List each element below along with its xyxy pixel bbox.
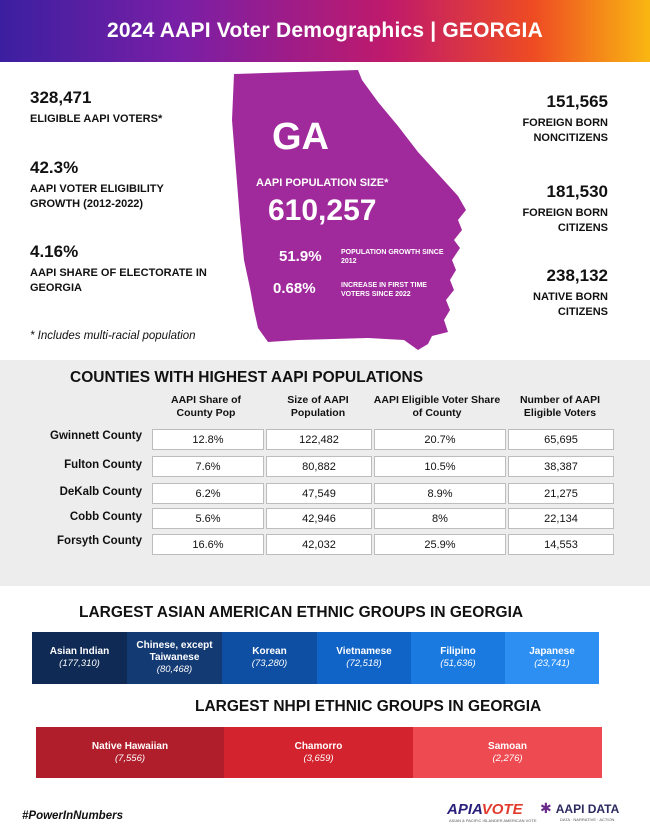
table-cell: 5.6%	[152, 508, 264, 529]
table-cell: 7.6%	[152, 456, 264, 477]
stat-value: 328,471	[30, 88, 92, 107]
stat-value: 238,132	[546, 266, 608, 285]
stat-foreign-born-noncitizens: 151,565 FOREIGN BORN NONCITIZENS	[498, 92, 608, 146]
group-value: (7,556)	[114, 752, 146, 764]
asian-groups-title: LARGEST ASIAN AMERICAN ETHNIC GROUPS IN …	[79, 604, 524, 621]
table-cell: 42,946	[266, 508, 372, 529]
stat-eligible-voters: 328,471 ELIGIBLE AAPI VOTERS*	[30, 88, 220, 127]
county-name: Fulton County	[64, 459, 142, 471]
column-header: AAPI Eligible Voter Share of County	[373, 394, 501, 419]
growth-value: 51.9%	[279, 248, 322, 265]
group-value: (72,518)	[346, 658, 382, 669]
county-name: Cobb County	[69, 511, 142, 523]
column-header: Size of AAPI Population	[287, 394, 349, 419]
stat-label: ELIGIBLE AAPI VOTERS*	[30, 113, 163, 125]
stat-label: AAPI VOTER ELIGIBILITY GROWTH (2012-2022…	[30, 183, 164, 210]
group-value: (23,741)	[534, 658, 570, 669]
apiavote-tagline: ASIAN & PACIFIC ISLANDER AMERICAN VOTE	[449, 818, 537, 823]
ethnic-group-bar: Korean (73,280)	[222, 632, 317, 684]
stat-value: 151,565	[546, 92, 608, 111]
table-cell: 122,482	[266, 429, 372, 450]
table-cell: 16.6%	[152, 534, 264, 555]
population-value: 610,257	[268, 194, 377, 227]
group-name: Vietnamese	[336, 646, 392, 657]
nhpi-groups-title: LARGEST NHPI ETHNIC GROUPS IN GEORGIA	[195, 698, 542, 715]
georgia-map-shape	[232, 70, 466, 350]
group-value: (3,659)	[303, 752, 334, 764]
stat-label: FOREIGN BORN NONCITIZENS	[522, 117, 608, 144]
table-cell: 65,695	[508, 429, 614, 450]
nhpi-group-bar: Chamorro (3,659)	[224, 727, 413, 778]
table-cell: 42,032	[266, 534, 372, 555]
first-time-voters-value: 0.68%	[273, 280, 316, 297]
header-banner: 2024 AAPI Voter Demographics | GEORGIA	[0, 0, 650, 62]
table-cell: 8%	[374, 508, 506, 529]
table-cell: 6.2%	[152, 483, 264, 504]
group-name: Filipino	[440, 646, 476, 657]
table-cell: 38,387	[508, 456, 614, 477]
logo-text: APIA	[447, 801, 482, 818]
aapi-data-tagline: DATA · NARRATIVE · ACTION	[560, 817, 615, 822]
stat-value: 181,530	[546, 182, 608, 201]
ethnic-group-bar: Japanese (23,741)	[505, 632, 599, 684]
counties-title: COUNTIES WITH HIGHEST AAPI POPULATIONS	[70, 369, 424, 386]
stat-electorate-share: 4.16% AAPI SHARE OF ELECTORATE IN GEORGI…	[30, 242, 210, 296]
county-name: Gwinnett County	[50, 430, 142, 442]
table-cell: 20.7%	[374, 429, 506, 450]
column-header: Number of AAPI Eligible Voters	[519, 394, 601, 419]
group-name: Chamorro	[294, 740, 343, 752]
table-cell: 12.8%	[152, 429, 264, 450]
first-time-voters-label: INCREASE IN FIRST TIME VOTERS SINCE 2022	[341, 282, 427, 298]
county-name: Forsyth County	[57, 535, 142, 547]
table-cell: 14,553	[508, 534, 614, 555]
stat-foreign-born-citizens: 181,530 FOREIGN BORN CITIZENS	[498, 182, 608, 236]
group-value: (80,468)	[156, 664, 193, 675]
page-title: 2024 AAPI Voter Demographics | GEORGIA	[107, 19, 543, 42]
county-name: DeKalb County	[59, 486, 142, 498]
nhpi-group-bar: Samoan (2,276)	[413, 727, 602, 778]
stat-native-born-citizens: 238,132 NATIVE BORN CITIZENS	[498, 266, 608, 320]
stat-label: FOREIGN BORN CITIZENS	[522, 207, 608, 234]
stat-value: 42.3%	[30, 158, 79, 177]
population-label: AAPI POPULATION SIZE*	[256, 177, 389, 189]
ethnic-group-bar: Filipino (51,636)	[411, 632, 505, 684]
stat-label: NATIVE BORN CITIZENS	[533, 291, 608, 318]
group-name: Samoan	[488, 740, 527, 752]
footnote: * Includes multi-racial population	[30, 330, 196, 342]
nhpi-group-bar: Native Hawaiian (7,556)	[36, 727, 224, 778]
table-cell: 25.9%	[374, 534, 506, 555]
table-cell: 47,549	[266, 483, 372, 504]
group-value: (2,276)	[492, 752, 523, 764]
aapi-data-mark-icon: ✱	[540, 800, 552, 816]
stat-label: AAPI SHARE OF ELECTORATE IN GEORGIA	[30, 267, 207, 294]
stat-value: 4.16%	[30, 242, 79, 261]
apiavote-logo: APIAVOTE	[447, 801, 523, 818]
group-name: Native Hawaiian	[91, 740, 169, 752]
hashtag: #PowerInNumbers	[22, 810, 123, 822]
group-value: (177,310)	[59, 658, 100, 669]
group-name: Asian Indian	[49, 646, 110, 657]
group-value: (51,636)	[440, 658, 476, 669]
ethnic-group-bar: Chinese, except Taiwanese (80,468)	[127, 632, 222, 684]
table-cell: 80,882	[266, 456, 372, 477]
group-name: Chinese, except Taiwanese	[136, 640, 213, 663]
group-value: (73,280)	[251, 658, 288, 669]
table-cell: 8.9%	[374, 483, 506, 504]
growth-label: POPULATION GROWTH SINCE 2012	[341, 249, 444, 265]
aapi-data-logo: ✱ AAPI DATA	[540, 800, 619, 817]
column-header: AAPI Share of County Pop	[170, 394, 241, 419]
logo-text-accent: VOTE	[481, 801, 523, 818]
table-cell: 21,275	[508, 483, 614, 504]
table-cell: 22,134	[508, 508, 614, 529]
group-name: Korean	[252, 646, 287, 657]
group-name: Japanese	[529, 646, 575, 657]
table-cell: 10.5%	[374, 456, 506, 477]
georgia-map	[228, 70, 468, 352]
ethnic-group-bar: Vietnamese (72,518)	[317, 632, 411, 684]
logo-text: AAPI DATA	[555, 801, 620, 816]
state-abbreviation: GA	[272, 116, 329, 158]
stat-eligibility-growth: 42.3% AAPI VOTER ELIGIBILITY GROWTH (201…	[30, 158, 210, 212]
ethnic-group-bar: Asian Indian (177,310)	[32, 632, 127, 684]
